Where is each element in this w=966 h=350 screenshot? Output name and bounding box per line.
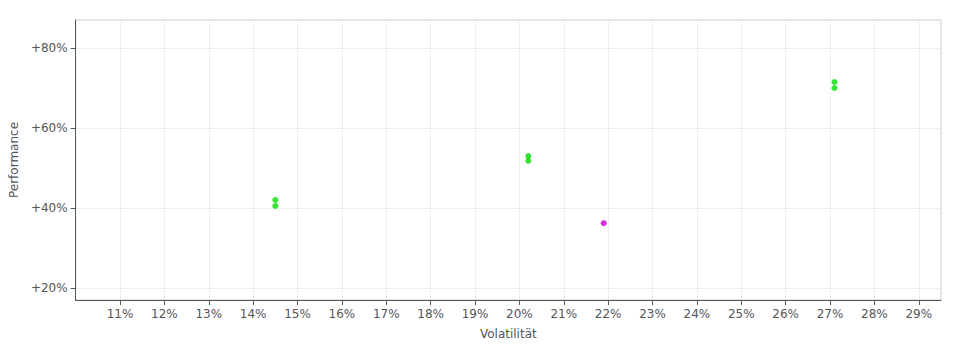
svg-text:16%: 16%: [329, 307, 356, 321]
svg-text:+60%: +60%: [31, 121, 68, 135]
svg-text:20%: 20%: [506, 307, 533, 321]
svg-text:17%: 17%: [373, 307, 400, 321]
svg-text:19%: 19%: [462, 307, 489, 321]
svg-text:21%: 21%: [550, 307, 577, 321]
svg-text:15%: 15%: [284, 307, 311, 321]
svg-text:18%: 18%: [417, 307, 444, 321]
svg-text:+20%: +20%: [31, 281, 68, 295]
svg-text:22%: 22%: [595, 307, 622, 321]
svg-text:Performance: Performance: [7, 122, 21, 198]
svg-text:24%: 24%: [684, 307, 711, 321]
svg-text:+40%: +40%: [31, 201, 68, 215]
svg-text:Volatilität: Volatilität: [480, 327, 537, 341]
svg-text:11%: 11%: [107, 307, 134, 321]
svg-text:25%: 25%: [728, 307, 755, 321]
svg-text:14%: 14%: [240, 307, 267, 321]
svg-text:27%: 27%: [817, 307, 844, 321]
svg-text:26%: 26%: [772, 307, 799, 321]
svg-text:28%: 28%: [861, 307, 888, 321]
svg-text:23%: 23%: [639, 307, 666, 321]
svg-text:13%: 13%: [195, 307, 222, 321]
svg-text:+80%: +80%: [31, 41, 68, 55]
svg-text:12%: 12%: [151, 307, 178, 321]
svg-text:29%: 29%: [905, 307, 932, 321]
